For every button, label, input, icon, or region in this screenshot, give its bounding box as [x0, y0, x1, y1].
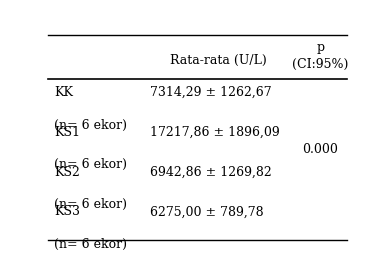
Text: KK: KK [54, 86, 73, 99]
Text: 7314,29 ± 1262,67: 7314,29 ± 1262,67 [150, 86, 272, 99]
Text: (n= 6 ekor): (n= 6 ekor) [54, 158, 127, 171]
Text: (n= 6 ekor): (n= 6 ekor) [54, 119, 127, 131]
Text: 6942,86 ± 1269,82: 6942,86 ± 1269,82 [150, 166, 272, 179]
Text: KS1: KS1 [54, 126, 80, 139]
Text: (n= 6 ekor): (n= 6 ekor) [54, 198, 127, 211]
Text: 0.000: 0.000 [303, 143, 339, 156]
Text: 17217,86 ± 1896,09: 17217,86 ± 1896,09 [150, 126, 280, 139]
Text: p
(CI:95%): p (CI:95%) [292, 41, 349, 71]
Text: KS3: KS3 [54, 205, 80, 218]
Text: KS2: KS2 [54, 166, 80, 179]
Text: (n= 6 ekor): (n= 6 ekor) [54, 238, 127, 251]
Text: 6275,00 ± 789,78: 6275,00 ± 789,78 [150, 205, 264, 218]
Text: Rata-rata (U/L): Rata-rata (U/L) [170, 54, 267, 67]
